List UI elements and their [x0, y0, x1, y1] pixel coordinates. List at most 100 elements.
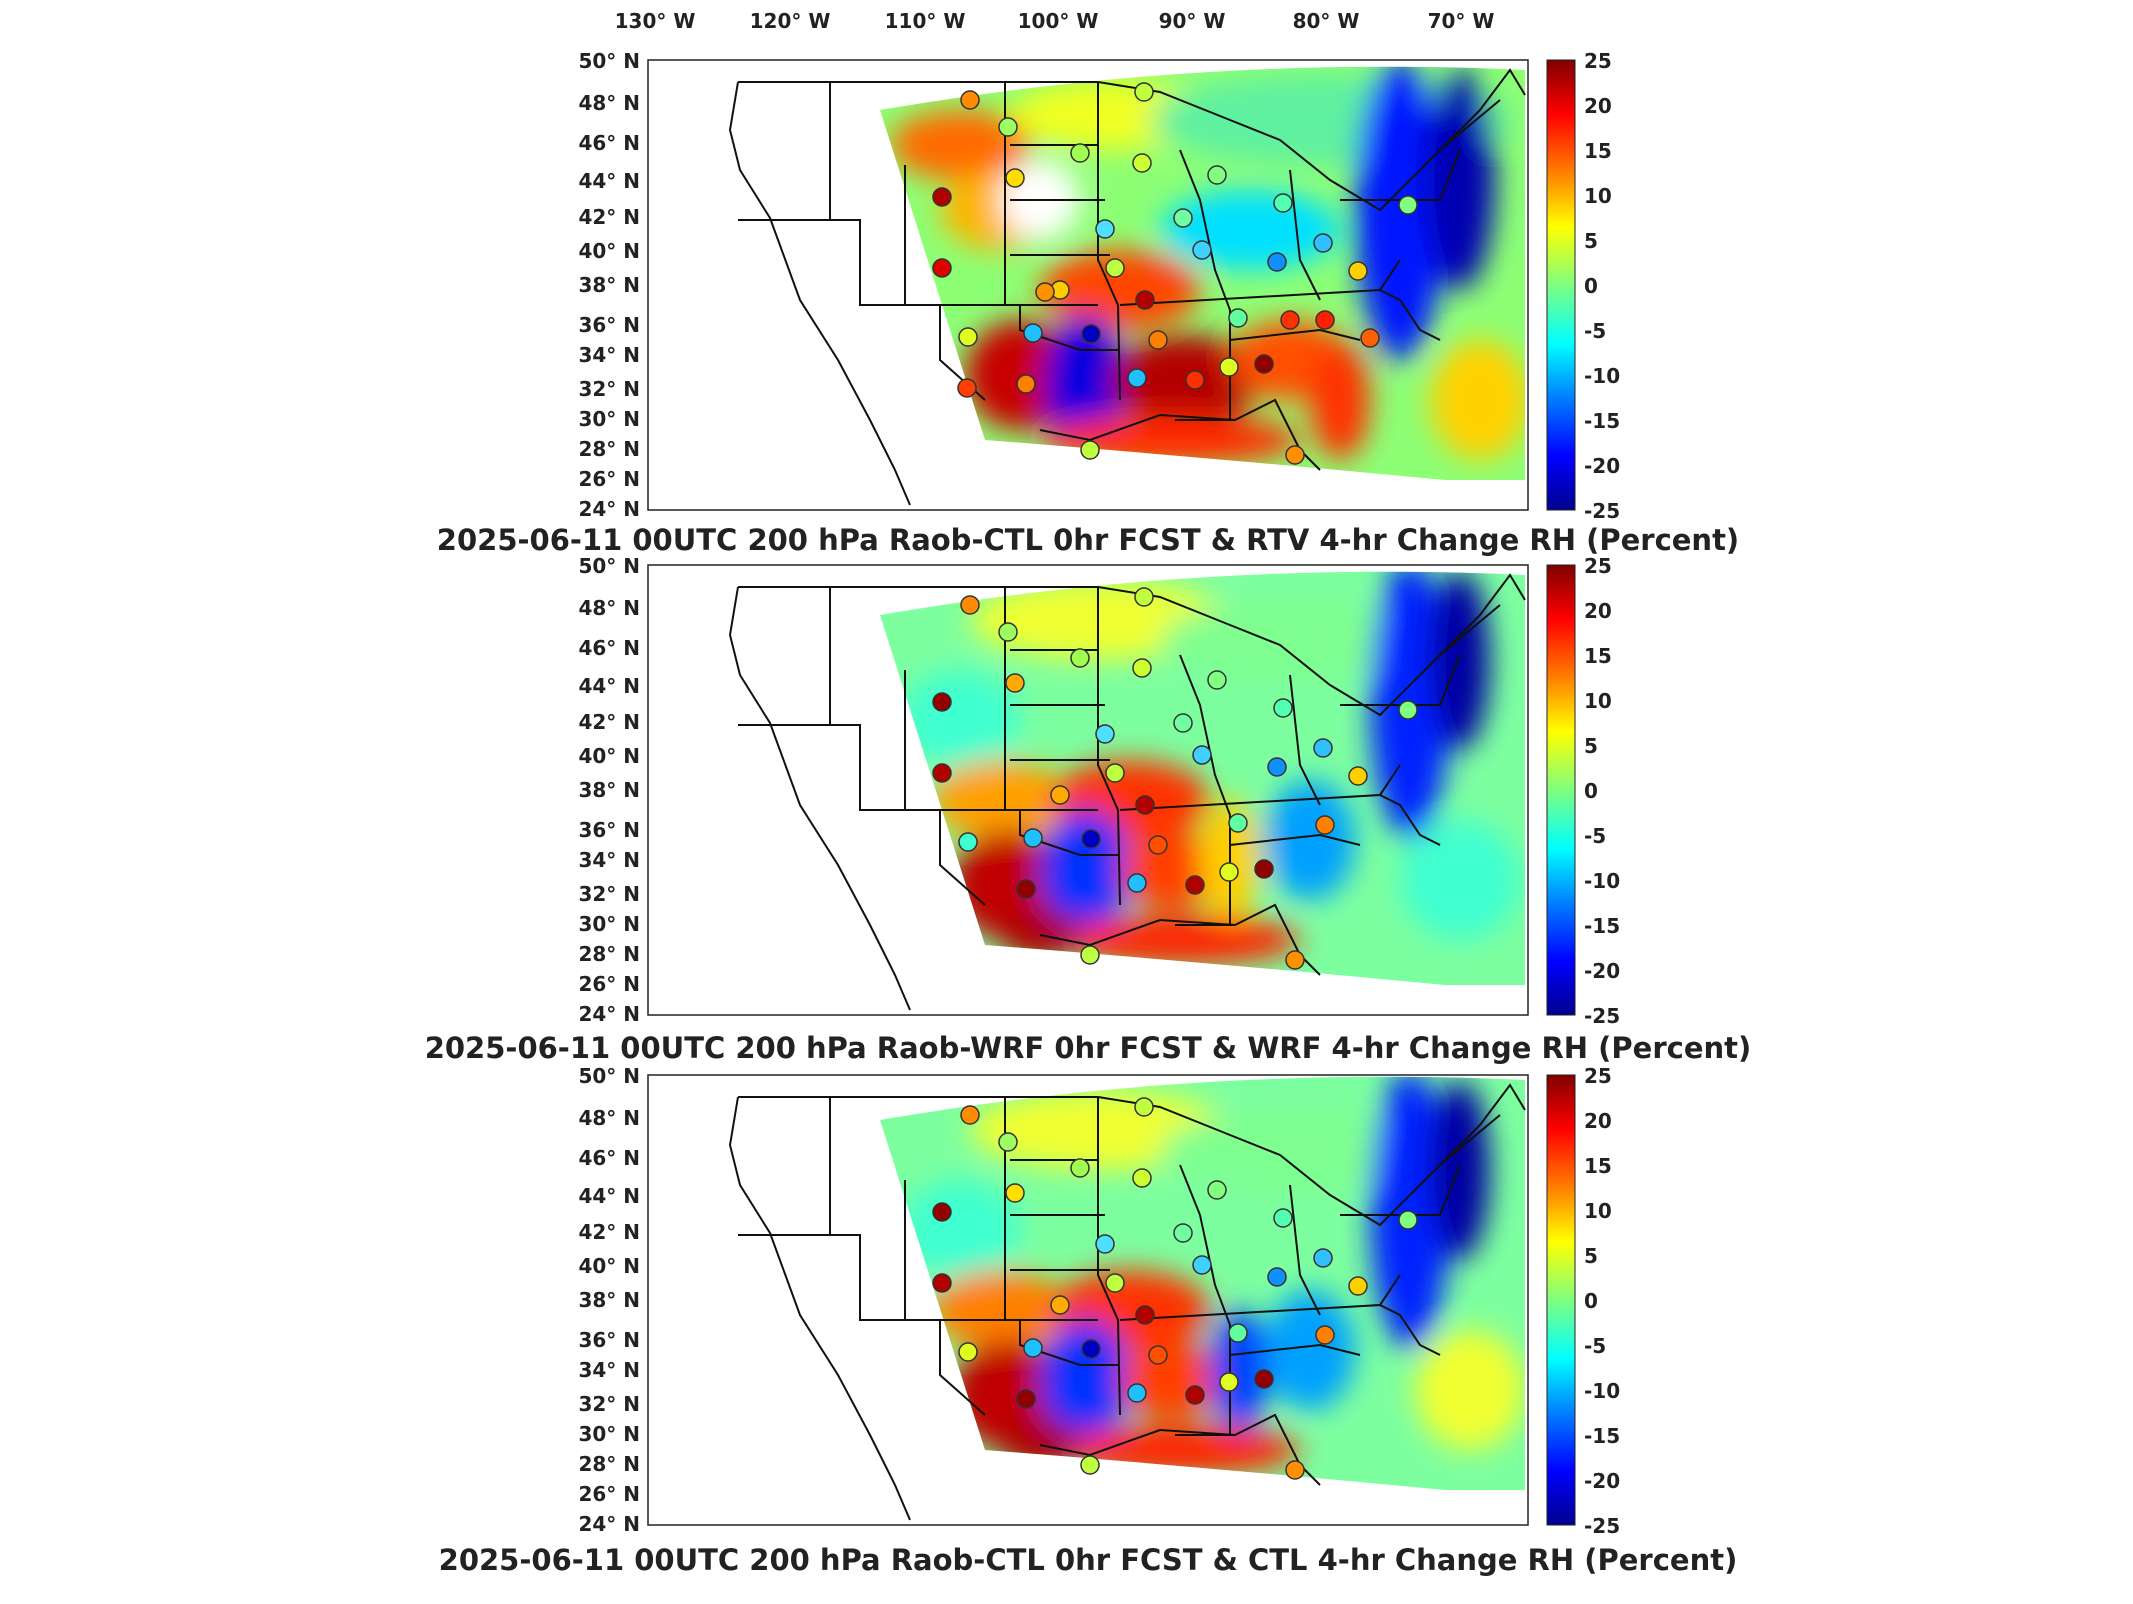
- colorbar-tick: 0: [1584, 1289, 1598, 1313]
- colorbar-tick: -10: [1584, 1379, 1620, 1403]
- lat-tick: 32° N: [578, 377, 640, 401]
- colorbar-tick: -15: [1584, 409, 1620, 433]
- colorbar-tick: -15: [1584, 1424, 1620, 1448]
- lat-tick: 24° N: [578, 497, 640, 521]
- colorbar-scale: [1546, 59, 1576, 511]
- colorbar-tick: 10: [1584, 1199, 1612, 1223]
- colorbar: 25 20 15 10 5 0 -5 -10 -15 -20 -25: [1546, 554, 1620, 1028]
- lat-tick: 38° N: [578, 1288, 640, 1312]
- lat-tick: 32° N: [578, 882, 640, 906]
- lon-tick: 130° W: [615, 9, 696, 33]
- lat-tick: 48° N: [578, 1106, 640, 1130]
- lat-tick: 46° N: [578, 1146, 640, 1170]
- colorbar-tick: 20: [1584, 94, 1612, 118]
- colorbar-tick: 20: [1584, 599, 1612, 623]
- lat-tick: 44° N: [578, 674, 640, 698]
- lon-tick: 100° W: [1018, 9, 1099, 33]
- lat-tick: 42° N: [578, 710, 640, 734]
- lat-tick: 28° N: [578, 1452, 640, 1476]
- lat-tick: 46° N: [578, 636, 640, 660]
- lat-tick: 48° N: [578, 596, 640, 620]
- lat-tick: 48° N: [578, 91, 640, 115]
- lat-tick: 32° N: [578, 1392, 640, 1416]
- raob-station-markers: [932, 587, 1418, 970]
- lat-tick: 36° N: [578, 818, 640, 842]
- lat-tick: 40° N: [578, 239, 640, 263]
- lon-tick: 80° W: [1293, 9, 1360, 33]
- colorbar-tick: -25: [1584, 1004, 1620, 1028]
- lat-tick: 36° N: [578, 313, 640, 337]
- colorbar-tick: -25: [1584, 499, 1620, 523]
- colorbar-tick: -20: [1584, 454, 1620, 478]
- lat-tick: 30° N: [578, 407, 640, 431]
- lat-tick: 44° N: [578, 1184, 640, 1208]
- lat-tick: 40° N: [578, 744, 640, 768]
- lat-tick: 38° N: [578, 273, 640, 297]
- colorbar-tick: -5: [1584, 319, 1606, 343]
- colorbar-tick: 25: [1584, 49, 1612, 73]
- colorbar-tick: -20: [1584, 959, 1620, 983]
- colorbar-tick: 15: [1584, 139, 1612, 163]
- lat-tick: 28° N: [578, 437, 640, 461]
- colorbar-tick: 5: [1584, 734, 1598, 758]
- latitude-axis: 50° N 48° N 46° N 44° N 42° N 40° N 38° …: [578, 49, 640, 521]
- lat-tick: 34° N: [578, 1358, 640, 1382]
- lat-tick: 42° N: [578, 205, 640, 229]
- longitude-axis: 130° W 120° W 110° W 100° W 90° W 80° W …: [615, 9, 1495, 33]
- colorbar-tick: -10: [1584, 869, 1620, 893]
- rh-change-field: [880, 66, 1525, 481]
- lat-tick: 30° N: [578, 912, 640, 936]
- lat-tick: 50° N: [578, 49, 640, 73]
- us-state-boundaries: [728, 1083, 1526, 1521]
- colorbar-tick: 0: [1584, 779, 1598, 803]
- colorbar-tick: -15: [1584, 914, 1620, 938]
- lon-tick: 120° W: [750, 9, 831, 33]
- colorbar-tick: -5: [1584, 1334, 1606, 1358]
- panel-title: 2025-06-11 00UTC 200 hPa Raob-WRF 0hr FC…: [425, 1031, 1752, 1065]
- lat-tick: 24° N: [578, 1002, 640, 1026]
- lat-tick: 26° N: [578, 972, 640, 996]
- raob-station-markers: [932, 82, 1418, 465]
- lat-tick: 24° N: [578, 1512, 640, 1536]
- lon-tick: 90° W: [1159, 9, 1226, 33]
- us-state-boundaries: [728, 573, 1526, 1011]
- latitude-axis: 50° N 48° N 46° N 44° N 42° N 40° N 38° …: [578, 554, 640, 1026]
- lat-tick: 26° N: [578, 1482, 640, 1506]
- colorbar-tick: 5: [1584, 229, 1598, 253]
- colorbar-scale: [1546, 1074, 1576, 1526]
- map-panel-3: 50° N 48° N 46° N 44° N 42° N 40° N 38° …: [439, 1064, 1738, 1577]
- colorbar-tick: 10: [1584, 184, 1612, 208]
- lat-tick: 40° N: [578, 1254, 640, 1278]
- lat-tick: 42° N: [578, 1220, 640, 1244]
- latitude-axis: 50° N 48° N 46° N 44° N 42° N 40° N 38° …: [578, 1064, 640, 1536]
- map-panel-1: 50° N 48° N 46° N 44° N 42° N 40° N 38° …: [437, 49, 1739, 557]
- colorbar-tick: 25: [1584, 1064, 1612, 1088]
- lat-tick: 26° N: [578, 467, 640, 491]
- colorbar: 25 20 15 10 5 0 -5 -10 -15 -20 -25: [1546, 49, 1620, 523]
- lat-tick: 44° N: [578, 169, 640, 193]
- colorbar-tick: -20: [1584, 1469, 1620, 1493]
- lat-tick: 38° N: [578, 778, 640, 802]
- colorbar-tick: 5: [1584, 1244, 1598, 1268]
- panel-title: 2025-06-11 00UTC 200 hPa Raob-CTL 0hr FC…: [437, 523, 1739, 557]
- lon-tick: 110° W: [885, 9, 966, 33]
- colorbar-tick: -5: [1584, 824, 1606, 848]
- lat-tick: 34° N: [578, 848, 640, 872]
- map-panel-2: 50° N 48° N 46° N 44° N 42° N 40° N 38° …: [425, 554, 1752, 1065]
- lat-tick: 36° N: [578, 1328, 640, 1352]
- lat-tick: 50° N: [578, 1064, 640, 1088]
- colorbar-tick: -10: [1584, 364, 1620, 388]
- colorbar-tick: 25: [1584, 554, 1612, 578]
- lat-tick: 30° N: [578, 1422, 640, 1446]
- lat-tick: 46° N: [578, 131, 640, 155]
- lat-tick: 28° N: [578, 942, 640, 966]
- colorbar: 25 20 15 10 5 0 -5 -10 -15 -20 -25: [1546, 1064, 1620, 1538]
- raob-station-markers: [932, 1097, 1418, 1480]
- us-state-boundaries: [728, 68, 1526, 506]
- colorbar-tick: 15: [1584, 644, 1612, 668]
- colorbar-tick: 20: [1584, 1109, 1612, 1133]
- colorbar-scale: [1546, 564, 1576, 1016]
- panel-title: 2025-06-11 00UTC 200 hPa Raob-CTL 0hr FC…: [439, 1543, 1738, 1577]
- lat-tick: 34° N: [578, 343, 640, 367]
